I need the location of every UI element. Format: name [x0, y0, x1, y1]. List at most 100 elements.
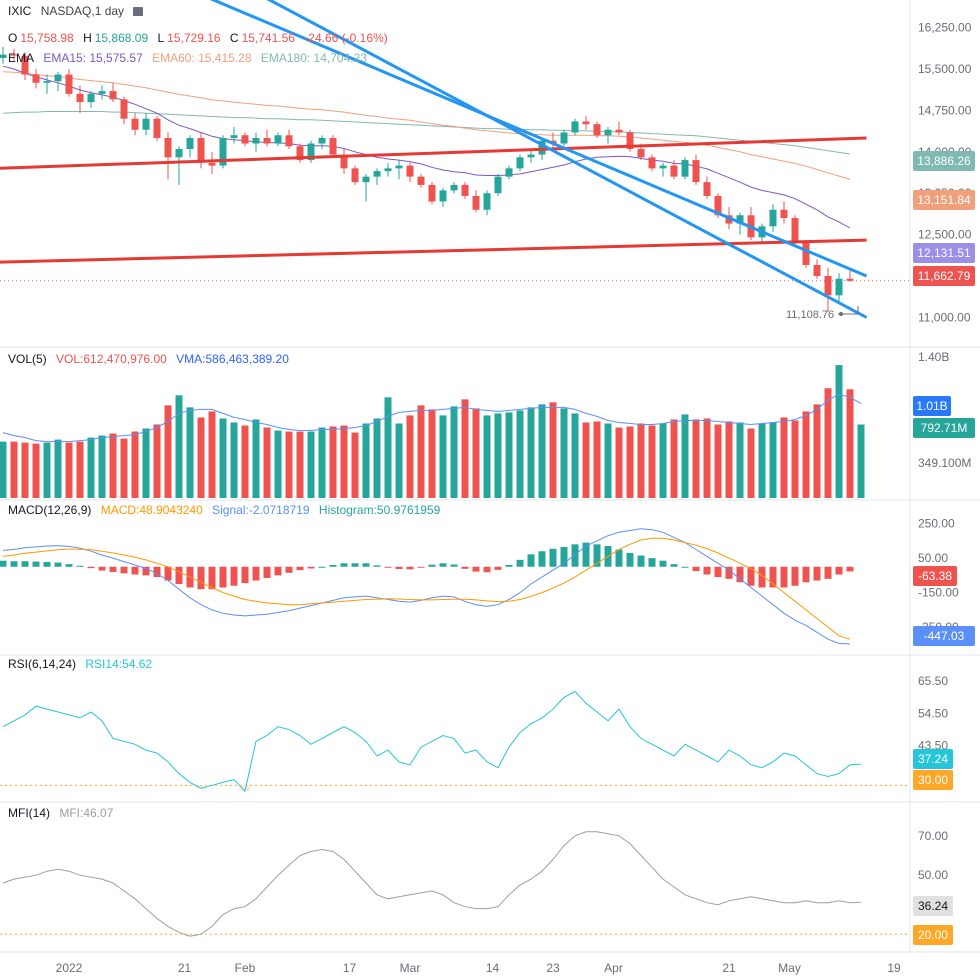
- macd-histogram-bar: [230, 566, 238, 586]
- candle-body: [32, 74, 40, 83]
- symbol-header[interactable]: IXIC NASDAQ,1 day: [8, 4, 149, 18]
- candle-body: [241, 135, 249, 144]
- macd-label: MACD(12,26,9): [8, 503, 92, 517]
- candle-body: [604, 129, 612, 136]
- volume-bar: [571, 413, 579, 498]
- macd-histogram-bar: [780, 566, 788, 588]
- macd-histogram-bar: [736, 566, 744, 583]
- macd-histogram-bar: [0, 560, 7, 567]
- volume-bar: [219, 418, 227, 498]
- ema180-value: EMA180: 14,704.23: [260, 51, 367, 65]
- macd-tick-label: -150.00: [918, 586, 959, 600]
- candle-body: [384, 168, 392, 172]
- macd-histogram-bar: [131, 566, 139, 575]
- volume-bar: [505, 412, 513, 498]
- low-label: 11,108.76: [786, 309, 834, 321]
- time-axis: 2022 21 Feb 17 Mar 14 23 Apr 21 May 19: [56, 961, 901, 975]
- macd-histogram-bar: [626, 552, 634, 567]
- macd-histogram-bar: [32, 561, 40, 567]
- macd-histogram-bar: [21, 561, 29, 567]
- candle-body: [428, 184, 436, 202]
- candle-body: [0, 54, 7, 58]
- c-value: 15,741.56: [241, 31, 295, 45]
- volume-bar: [197, 417, 205, 498]
- mfi-value: MFI:46.07: [59, 806, 114, 820]
- macd-histogram-bar: [296, 566, 304, 571]
- o-value: 15,758.98: [20, 31, 74, 45]
- rsi-tick-label: 65.50: [918, 674, 948, 688]
- macd-histogram-bar: [384, 566, 392, 568]
- volume-bar: [681, 414, 689, 498]
- time-tick-label: 19: [887, 961, 901, 975]
- candle-body: [142, 118, 150, 130]
- candle-body: [54, 74, 62, 82]
- candle-body: [692, 160, 700, 183]
- volume-bar: [637, 423, 645, 498]
- rsi-tick-label: 54.50: [918, 706, 948, 720]
- candle-body: [648, 157, 656, 169]
- macd-histogram-bar: [769, 566, 777, 588]
- macd-tick-label: 250.00: [918, 517, 955, 531]
- vol-tick-label: 349.100M: [918, 456, 971, 470]
- macd-histogram-bar: [494, 566, 502, 570]
- macd-histogram-bar: [43, 561, 51, 567]
- macd-histogram-bar: [274, 566, 282, 576]
- candle-body: [439, 190, 447, 202]
- candle-body: [153, 118, 161, 138]
- c-label: C: [229, 31, 239, 45]
- volume-bar: [516, 410, 524, 498]
- volume-bar: [714, 424, 722, 498]
- macd-histogram-bar: [87, 566, 95, 569]
- volume-bar: [0, 441, 7, 498]
- candle-body: [681, 160, 689, 177]
- volume-bar: [395, 423, 403, 498]
- time-tick-label: 23: [546, 961, 560, 975]
- volume-bar: [846, 389, 854, 498]
- price-tick-label: 14,750.00: [918, 103, 972, 117]
- volume-bar: [813, 404, 821, 498]
- ema180-line: [2, 111, 851, 155]
- macd-histogram-bar: [340, 563, 348, 567]
- volume-bar: [175, 395, 183, 498]
- candle-body: [87, 93, 95, 103]
- macd-histogram-bar: [362, 563, 370, 567]
- candle-body: [670, 165, 678, 177]
- time-tick-label: 14: [486, 961, 500, 975]
- volume-bar: [483, 415, 491, 498]
- candle-body: [351, 168, 359, 183]
- candle-body: [208, 162, 216, 166]
- ema15-value: EMA15: 15,575.57: [43, 51, 143, 65]
- ema15-tag: 12,131.51: [913, 243, 975, 263]
- volume-bar: [43, 442, 51, 498]
- volume-bar: [252, 419, 260, 498]
- candle-body: [703, 182, 711, 196]
- candle-body: [406, 165, 414, 177]
- volume-bar: [274, 430, 282, 498]
- macd-histogram-bar: [329, 565, 337, 567]
- volume-bar: [87, 437, 95, 498]
- l-label: L: [157, 31, 165, 45]
- ema-legend: EMA EMA15: 15,575.57 EMA60: 15,415.28 EM…: [8, 51, 373, 65]
- volume-bar: [659, 423, 667, 498]
- candle-body: [186, 138, 194, 150]
- candle-body: [109, 91, 117, 100]
- trendlines[interactable]: [0, 0, 868, 319]
- change-value: -24.66 (-0.16%): [304, 31, 388, 45]
- mfi-tick-label: 70.00: [918, 829, 948, 843]
- candle-body: [560, 132, 568, 144]
- vol-value: VOL:612,470,976.00: [56, 352, 167, 366]
- volume-bar: [527, 407, 535, 498]
- volume-bar: [417, 405, 425, 498]
- menu-icon[interactable]: [133, 7, 144, 17]
- candle-body: [582, 121, 590, 125]
- candle-body: [329, 138, 337, 155]
- macd-histogram-bar: [98, 566, 106, 571]
- macd-histogram-bar: [747, 566, 755, 586]
- trendline-red: [0, 238, 867, 264]
- macd-histogram-bar: [351, 563, 359, 567]
- mfi-level-tag: 20.00: [913, 925, 953, 945]
- trendline-red: [0, 136, 867, 170]
- macd-histogram-bar: [241, 566, 249, 584]
